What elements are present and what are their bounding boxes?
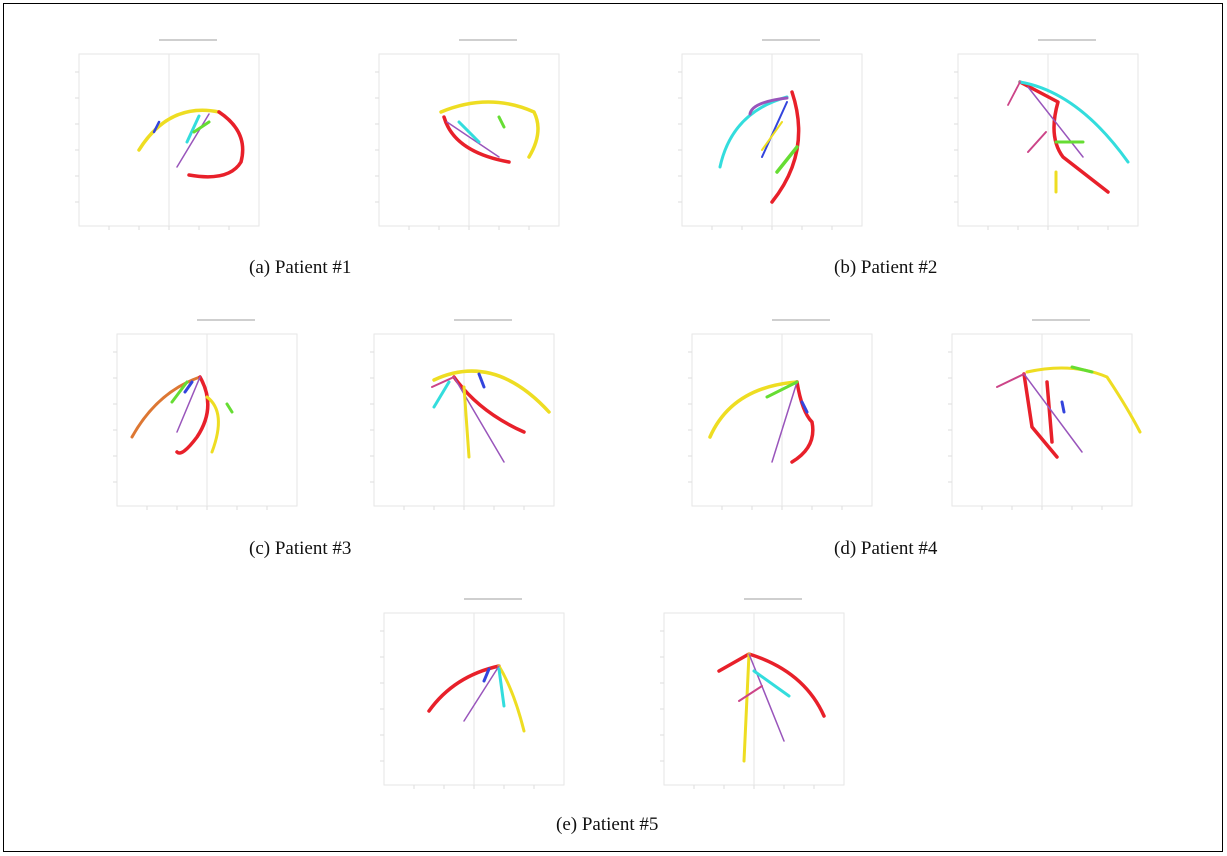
vessel-branch bbox=[800, 400, 809, 414]
vessel-branch bbox=[1025, 366, 1142, 434]
vessel-plot-a-right bbox=[375, 39, 560, 230]
vessel-branch bbox=[192, 120, 211, 134]
vessel-branch bbox=[176, 113, 210, 168]
vessel-branch bbox=[775, 145, 799, 174]
panel-d-left bbox=[672, 312, 887, 522]
panel-d-right bbox=[932, 312, 1147, 522]
panel-b-left bbox=[662, 32, 877, 242]
vessel-branch bbox=[497, 664, 526, 733]
vessel-plot-b-right bbox=[954, 39, 1139, 230]
caption-c: (c) Patient #3 bbox=[249, 538, 352, 559]
vessel-branch bbox=[446, 121, 500, 158]
vessel-plot-a-left bbox=[75, 39, 260, 230]
vessel-plot-b-left bbox=[678, 39, 863, 230]
vessel-branch bbox=[765, 380, 799, 399]
vessel-branch bbox=[1018, 80, 1110, 194]
vessel-branch bbox=[1045, 380, 1054, 444]
vessel-plot-e-right bbox=[660, 598, 845, 789]
vessel-branch bbox=[452, 375, 526, 434]
vessel-branch bbox=[205, 395, 220, 454]
panel-a-left bbox=[59, 32, 274, 242]
vessel-branch bbox=[482, 667, 491, 683]
vessel-branch bbox=[152, 120, 161, 134]
vessel-branch bbox=[175, 375, 210, 455]
vessel-branch bbox=[1070, 365, 1094, 374]
caption-d: (d) Patient #4 bbox=[834, 538, 938, 559]
caption-b: (b) Patient #2 bbox=[834, 257, 938, 278]
vessel-branch bbox=[771, 381, 798, 463]
vessel-branch bbox=[137, 108, 221, 152]
vessel-branch bbox=[432, 369, 551, 414]
vessel-branch bbox=[1027, 86, 1084, 158]
vessel-branch bbox=[748, 653, 785, 742]
vessel-branch bbox=[1060, 400, 1066, 414]
panel-c-right bbox=[354, 312, 569, 522]
vessel-plot-d-right bbox=[948, 319, 1142, 510]
vessel-branch bbox=[1018, 80, 1130, 164]
vessel-branch bbox=[453, 376, 505, 463]
vessel-branch bbox=[439, 100, 540, 159]
vessel-branch bbox=[457, 120, 481, 144]
vessel-branch bbox=[752, 669, 791, 698]
vessel-branch bbox=[748, 96, 789, 116]
vessel-branch bbox=[183, 380, 194, 394]
vessel-plot-c-left bbox=[113, 319, 298, 510]
vessel-branch bbox=[432, 380, 451, 409]
panel-e-right bbox=[644, 591, 859, 801]
vessel-branch bbox=[1007, 81, 1021, 106]
vessel-plot-c-right bbox=[370, 319, 555, 510]
vessel-branch bbox=[477, 372, 486, 389]
vessel-branch bbox=[996, 373, 1025, 388]
vessel-branch bbox=[738, 685, 763, 702]
vessel-branch bbox=[187, 110, 245, 179]
vessel-plot-d-left bbox=[688, 319, 873, 510]
panel-a-right bbox=[359, 32, 574, 242]
vessel-branch bbox=[761, 101, 788, 158]
vessel-branch bbox=[170, 380, 189, 404]
vessel-branch bbox=[462, 385, 471, 459]
vessel-branch bbox=[761, 121, 783, 151]
panel-b-right bbox=[938, 32, 1153, 242]
vessel-branch bbox=[497, 667, 506, 708]
vessel-branch bbox=[790, 380, 815, 464]
vessel-branch bbox=[708, 380, 799, 439]
vessel-branch bbox=[742, 652, 751, 763]
panel-e-left bbox=[364, 591, 579, 801]
vessel-branch bbox=[176, 376, 201, 433]
vessel-branch bbox=[770, 90, 801, 204]
caption-e: (e) Patient #5 bbox=[556, 814, 659, 835]
vessel-branch bbox=[225, 402, 234, 414]
panel-c-left bbox=[97, 312, 312, 522]
vessel-branch bbox=[130, 375, 202, 439]
vessel-branch bbox=[431, 376, 455, 388]
figure-frame: (a) Patient #1 (b) Patient #2 (c) Patien… bbox=[3, 3, 1223, 852]
vessel-branch bbox=[463, 665, 500, 722]
vessel-branch bbox=[1027, 131, 1047, 153]
vessel-branch bbox=[497, 115, 506, 129]
vessel-branch bbox=[717, 652, 826, 718]
vessel-branch bbox=[442, 115, 511, 164]
vessel-branch bbox=[185, 114, 201, 144]
vessel-plot-e-left bbox=[380, 598, 565, 789]
vessel-branch bbox=[1023, 373, 1083, 453]
vessel-branch bbox=[1022, 372, 1059, 459]
caption-a: (a) Patient #1 bbox=[249, 257, 352, 278]
